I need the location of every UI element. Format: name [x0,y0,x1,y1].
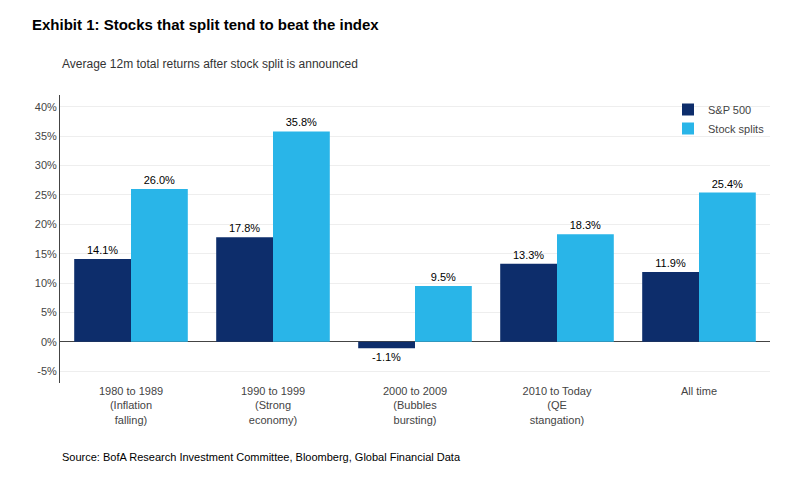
svg-text:S&P 500: S&P 500 [708,104,751,116]
svg-text:26.0%: 26.0% [144,174,175,186]
svg-text:Average 12m total returns afte: Average 12m total returns after stock sp… [62,57,358,71]
svg-text:-1.1%: -1.1% [372,351,401,363]
svg-text:14.1%: 14.1% [87,244,118,256]
svg-text:25%: 25% [35,189,57,201]
svg-text:35.8%: 35.8% [286,116,317,128]
svg-text:35%: 35% [35,130,57,142]
svg-text:0%: 0% [41,336,57,348]
svg-text:All time: All time [681,385,717,397]
svg-text:Stock splits: Stock splits [708,123,764,135]
svg-text:25.4%: 25.4% [712,178,743,190]
svg-text:10%: 10% [35,277,57,289]
svg-text:17.8%: 17.8% [229,222,260,234]
svg-text:13.3%: 13.3% [513,249,544,261]
svg-text:1980 to 1989(Inflationfalling): 1980 to 1989(Inflationfalling) [99,385,163,426]
svg-text:2000 to 2009(Bubblesbursting): 2000 to 2009(Bubblesbursting) [383,385,447,426]
svg-text:1990 to 1999(Strongeconomy): 1990 to 1999(Strongeconomy) [241,385,305,426]
svg-text:40%: 40% [35,101,57,113]
svg-text:9.5%: 9.5% [431,271,456,283]
svg-text:20%: 20% [35,218,57,230]
svg-text:15%: 15% [35,248,57,260]
svg-text:5%: 5% [41,306,57,318]
svg-text:-5%: -5% [37,365,57,377]
svg-text:Exhibit 1: Stocks that split t: Exhibit 1: Stocks that split tend to bea… [32,16,379,33]
svg-text:18.3%: 18.3% [570,219,601,231]
svg-text:Source: BofA Research Investme: Source: BofA Research Investment Committ… [62,451,461,463]
svg-text:11.9%: 11.9% [655,257,686,269]
svg-text:2010 to Today(QEstangation): 2010 to Today(QEstangation) [523,385,592,426]
svg-text:30%: 30% [35,159,57,171]
